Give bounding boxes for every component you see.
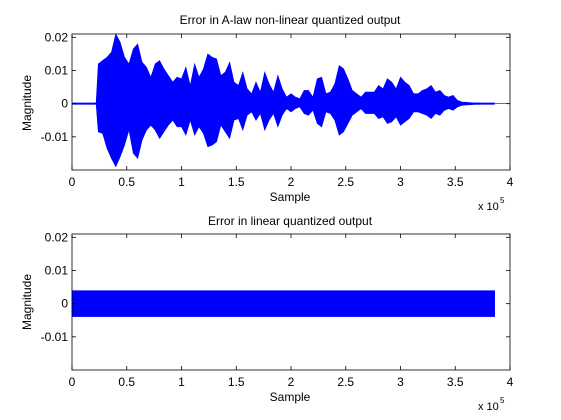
x-tick-label-linear: 4 — [507, 375, 514, 389]
x-tick-label-a-law: 1.5 — [228, 175, 245, 189]
x-tick-label-linear: 3 — [397, 375, 404, 389]
x-multiplier-linear: x 10 5 — [478, 396, 505, 413]
x-tick-label-a-law: 4 — [507, 175, 514, 189]
x-tick-label-a-law: 0.5 — [118, 175, 135, 189]
x-ticks-a-law: 0 0.5 1 1.5 2 2.5 3 3.5 4 — [69, 34, 514, 189]
y-ticks-a-law: -0.01 0 0.01 0.02 — [41, 30, 510, 144]
y-tick-label-linear: -0.01 — [41, 330, 69, 344]
x-tick-label-a-law: 2 — [288, 175, 295, 189]
y-axis-label-linear: Magnitude — [20, 274, 34, 330]
subplot-a-law: Error in A-law non-linear quantized outp… — [20, 13, 514, 213]
x-tick-label-a-law: 2.5 — [337, 175, 354, 189]
y-tick-label-a-law: 0.01 — [45, 63, 69, 77]
x-tick-label-a-law: 0 — [69, 175, 76, 189]
chart-title-a-law: Error in A-law non-linear quantized outp… — [180, 13, 401, 27]
y-tick-label-linear: 0 — [61, 297, 68, 311]
x-ticks-linear: 0 0.5 1 1.5 2 2.5 3 3.5 4 — [69, 234, 514, 389]
x-tick-label-a-law: 3.5 — [447, 175, 464, 189]
x-multiplier-base-linear: x 10 — [478, 401, 499, 413]
x-tick-label-a-law: 1 — [178, 175, 185, 189]
x-multiplier-a-law: x 10 5 — [478, 196, 505, 213]
y-tick-label-linear: 0.02 — [45, 230, 69, 244]
waveform-band-a-law — [72, 33, 510, 168]
x-tick-label-linear: 1 — [178, 375, 185, 389]
x-multiplier-exp-a-law: 5 — [500, 196, 505, 205]
x-tick-label-linear: 2.5 — [337, 375, 354, 389]
x-multiplier-exp-linear: 5 — [500, 396, 505, 405]
x-tick-label-linear: 0 — [69, 375, 76, 389]
x-axis-label-a-law: Sample — [270, 190, 311, 204]
subplot-linear: Error in linear quantized output -0.0100… — [20, 214, 514, 413]
x-tick-label-linear: 1.5 — [228, 375, 245, 389]
y-axis-label-a-law: Magnitude — [20, 75, 34, 131]
x-tick-label-linear: 0.5 — [118, 375, 135, 389]
x-tick-label-linear: 2 — [288, 375, 295, 389]
data-trace-a-law — [72, 33, 510, 168]
y-tick-label-a-law: 0.02 — [45, 30, 69, 44]
waveform-band-linear — [71, 290, 495, 317]
y-ticks-linear: -0.01 0 0.01 0.02 — [41, 230, 510, 344]
x-tick-label-a-law: 3 — [397, 175, 404, 189]
data-trace-linear — [71, 290, 495, 317]
y-tick-label-linear: 0.01 — [45, 263, 69, 277]
x-multiplier-base-a-law: x 10 — [478, 201, 499, 213]
x-axis-label-linear: Sample — [270, 390, 311, 404]
x-tick-label-linear: 3.5 — [447, 375, 464, 389]
chart-title-linear: Error in linear quantized output — [208, 214, 373, 228]
y-tick-label-a-law: 0 — [61, 97, 68, 111]
y-tick-label-a-law: -0.01 — [41, 130, 69, 144]
